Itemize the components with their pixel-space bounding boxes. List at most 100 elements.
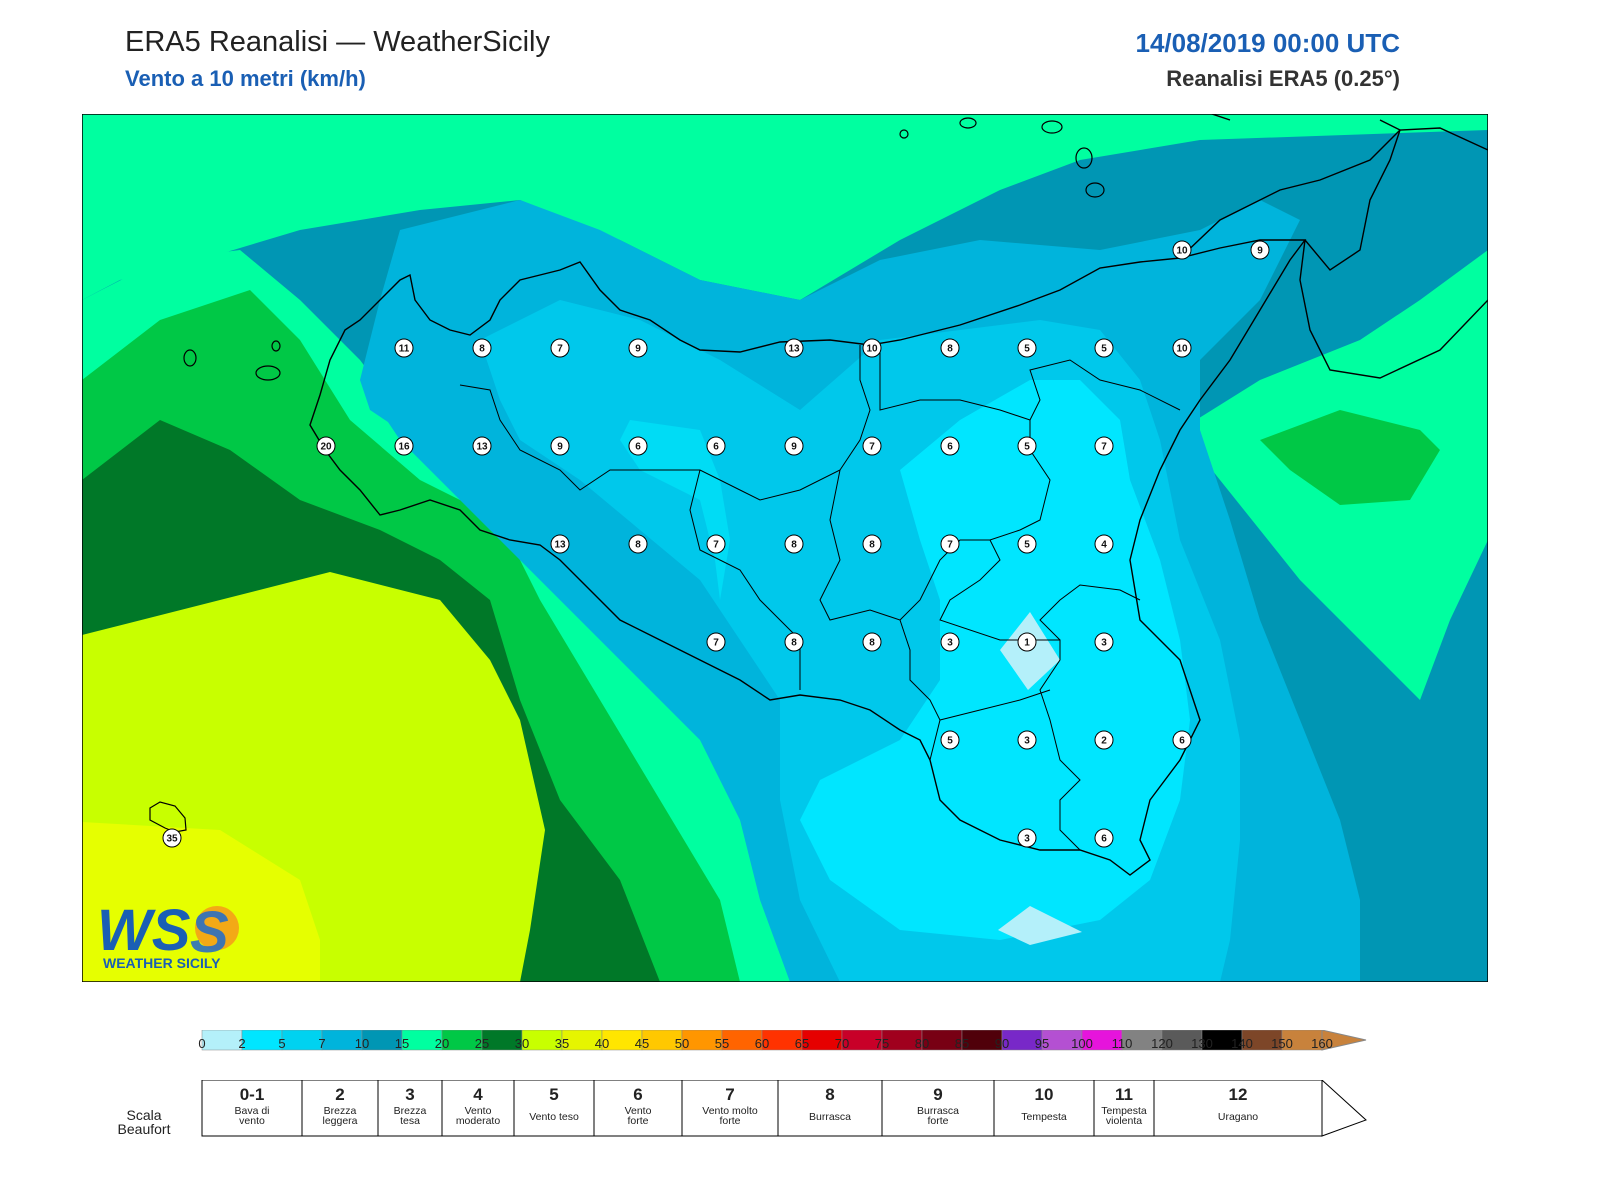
colorbar-tick-label: 120 [1151,1036,1173,1051]
beaufort-number: 3 [405,1085,414,1104]
beaufort-description: violenta [1106,1115,1142,1127]
station-marker: 5 [1017,534,1037,554]
colorbar-tick-label: 45 [635,1036,649,1051]
wind-band-15-20-north [82,114,1488,300]
station-value: 5 [1024,540,1030,551]
station-marker: 10 [1172,338,1192,358]
beaufort-number: 0-1 [240,1085,265,1104]
station-value: 4 [1101,540,1107,551]
station-value: 3 [1024,834,1030,845]
station-marker: 7 [940,534,960,554]
beaufort-cell [993,1080,1095,1137]
colorbar-tick-label: 80 [915,1036,929,1051]
station-value: 9 [635,344,641,355]
colorbar-tick-label: 60 [755,1036,769,1051]
station-value: 2 [1101,736,1107,747]
beaufort-arrow [1321,1080,1367,1137]
wind-band-0-2-south [998,906,1082,945]
station-marker: 8 [628,534,648,554]
station-value: 9 [791,442,797,453]
station-marker: 1 [1017,632,1037,652]
beaufort-description: forte [627,1115,648,1127]
colorbar-tick-label: 90 [995,1036,1009,1051]
beaufort-cell [777,1080,883,1137]
colorbar-tick-label: 50 [675,1036,689,1051]
station-marker: 8 [862,534,882,554]
station-value: 6 [1179,736,1185,747]
station-marker: 7 [706,632,726,652]
colorbar-tick-label: 5 [278,1036,285,1051]
colorbar-tick-label: 55 [715,1036,729,1051]
color-bar [201,1030,1367,1051]
weathersicily-logo: WS S WEATHER SICILY [97,900,239,971]
station-value: 7 [1101,442,1107,453]
islands [149,117,1105,833]
station-value: 8 [869,540,875,551]
station-marker: 9 [550,436,570,456]
beaufort-description: Brezza [394,1105,427,1117]
station-marker: 13 [550,534,570,554]
station-marker: 6 [1172,730,1192,750]
station-marker: 10 [1172,240,1192,260]
station-marker: 2 [1094,730,1114,750]
beaufort-description: leggera [322,1115,357,1127]
station-marker: 8 [784,632,804,652]
colorbar-tick-label: 70 [835,1036,849,1051]
station-marker: 5 [1017,338,1037,358]
wind-band-2-5-east [800,380,1190,940]
beaufort-description: forte [719,1115,740,1127]
beaufort-cell [377,1080,443,1137]
station-value: 7 [713,540,719,551]
beaufort-cell [201,1080,303,1137]
colorbar-tick-label: 160 [1311,1036,1333,1051]
colorbar-tick-label: 75 [875,1036,889,1051]
station-marker: 6 [628,436,648,456]
beaufort-number: 11 [1115,1085,1133,1104]
beaufort-description: Vento molto [702,1105,758,1117]
colorbar-tick-label: 100 [1071,1036,1093,1051]
station-value: 1 [1024,638,1030,649]
colorbar-ticks: 0 2 5 7 10 15 20 25 30 35 40 45 50 55 60 65 70 75 80 85 90 95… [198,1036,1333,1051]
colorbar-tick-label: 95 [1035,1036,1049,1051]
colorbar-tick-label: 40 [595,1036,609,1051]
station-marker: 9 [784,436,804,456]
colorbar-tick-label: 140 [1231,1036,1253,1051]
station-marker: 8 [472,338,492,358]
beaufort-cell [441,1080,515,1137]
beaufort-cell [513,1080,595,1137]
station-marker: 9 [628,338,648,358]
map-title: ERA5 Reanalisi — WeatherSicily [125,26,550,58]
wind-band-2-5 [620,420,730,600]
wind-band-20-25-east [1260,410,1440,505]
station-marker: 6 [1094,828,1114,848]
colorbar-tick-label: 0 [198,1036,205,1051]
colorbar-tick-label: 7 [318,1036,325,1051]
station-value: 5 [1024,442,1030,453]
beaufort-description: Vento [625,1105,652,1117]
station-value: 3 [1024,736,1030,747]
station-marker: 6 [940,436,960,456]
station-marker: 7 [706,534,726,554]
beaufort-number: 10 [1035,1085,1054,1104]
beaufort-number: 5 [549,1085,558,1104]
station-value: 10 [1176,246,1188,257]
colorbar-tick-label: 150 [1271,1036,1293,1051]
map-datetime: 14/08/2019 00:00 UTC [1135,28,1400,58]
station-marker: 4 [1094,534,1114,554]
beaufort-cell [1093,1080,1155,1137]
colorbar-tick-label: 110 [1112,1036,1133,1051]
beaufort-number: 12 [1229,1085,1248,1104]
station-value: 6 [713,442,719,453]
station-value: 13 [554,540,566,551]
station-value: 35 [166,834,178,845]
station-value: 7 [947,540,953,551]
station-value: 10 [1176,344,1188,355]
station-marker: 8 [862,632,882,652]
station-marker: 8 [940,338,960,358]
station-value: 13 [788,344,800,355]
station-value: 3 [1101,638,1107,649]
beaufort-description: Brezza [324,1105,357,1117]
station-value: 11 [399,344,410,355]
